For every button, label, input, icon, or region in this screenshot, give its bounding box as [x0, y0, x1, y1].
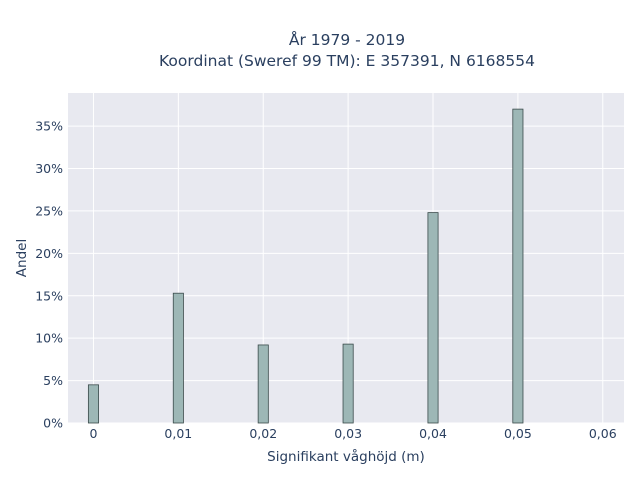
y-tick-label: 20% — [35, 246, 63, 261]
chart-title-line-1: År 1979 - 2019 — [289, 30, 405, 49]
y-tick-label: 35% — [35, 119, 63, 134]
y-tick-label: 30% — [35, 161, 63, 176]
y-tick-label: 15% — [35, 288, 63, 303]
chart-title-line-2: Koordinat (Sweref 99 TM): E 357391, N 61… — [159, 52, 535, 70]
x-tick-label: 0,01 — [164, 426, 192, 441]
bar — [87, 384, 99, 424]
x-tick-label: 0,06 — [589, 426, 617, 441]
grid-lines — [68, 93, 624, 424]
bar — [512, 108, 524, 424]
bar — [342, 343, 354, 424]
x-tick-labels: 0 0,01 0,02 0,03 0,04 0,05 0,06 — [89, 426, 616, 441]
bar — [427, 212, 439, 424]
x-axis-title: Signifikant våghöjd (m) — [267, 448, 425, 465]
y-tick-label: 5% — [43, 373, 63, 388]
y-tick-label: 25% — [35, 203, 63, 218]
x-tick-label: 0,04 — [419, 426, 447, 441]
x-tick-label: 0,05 — [504, 426, 532, 441]
x-tick-label: 0 — [89, 426, 97, 441]
bars — [87, 108, 524, 424]
bar — [257, 344, 269, 424]
y-tick-label: 0% — [43, 416, 63, 431]
y-axis-title: Andel — [14, 239, 30, 277]
x-tick-label: 0,02 — [249, 426, 277, 441]
y-tick-labels: 0% 5% 10% 15% 20% 25% 30% 35% — [35, 119, 63, 431]
x-tick-label: 0,03 — [334, 426, 362, 441]
bar — [172, 292, 184, 424]
y-tick-label: 10% — [35, 331, 63, 346]
